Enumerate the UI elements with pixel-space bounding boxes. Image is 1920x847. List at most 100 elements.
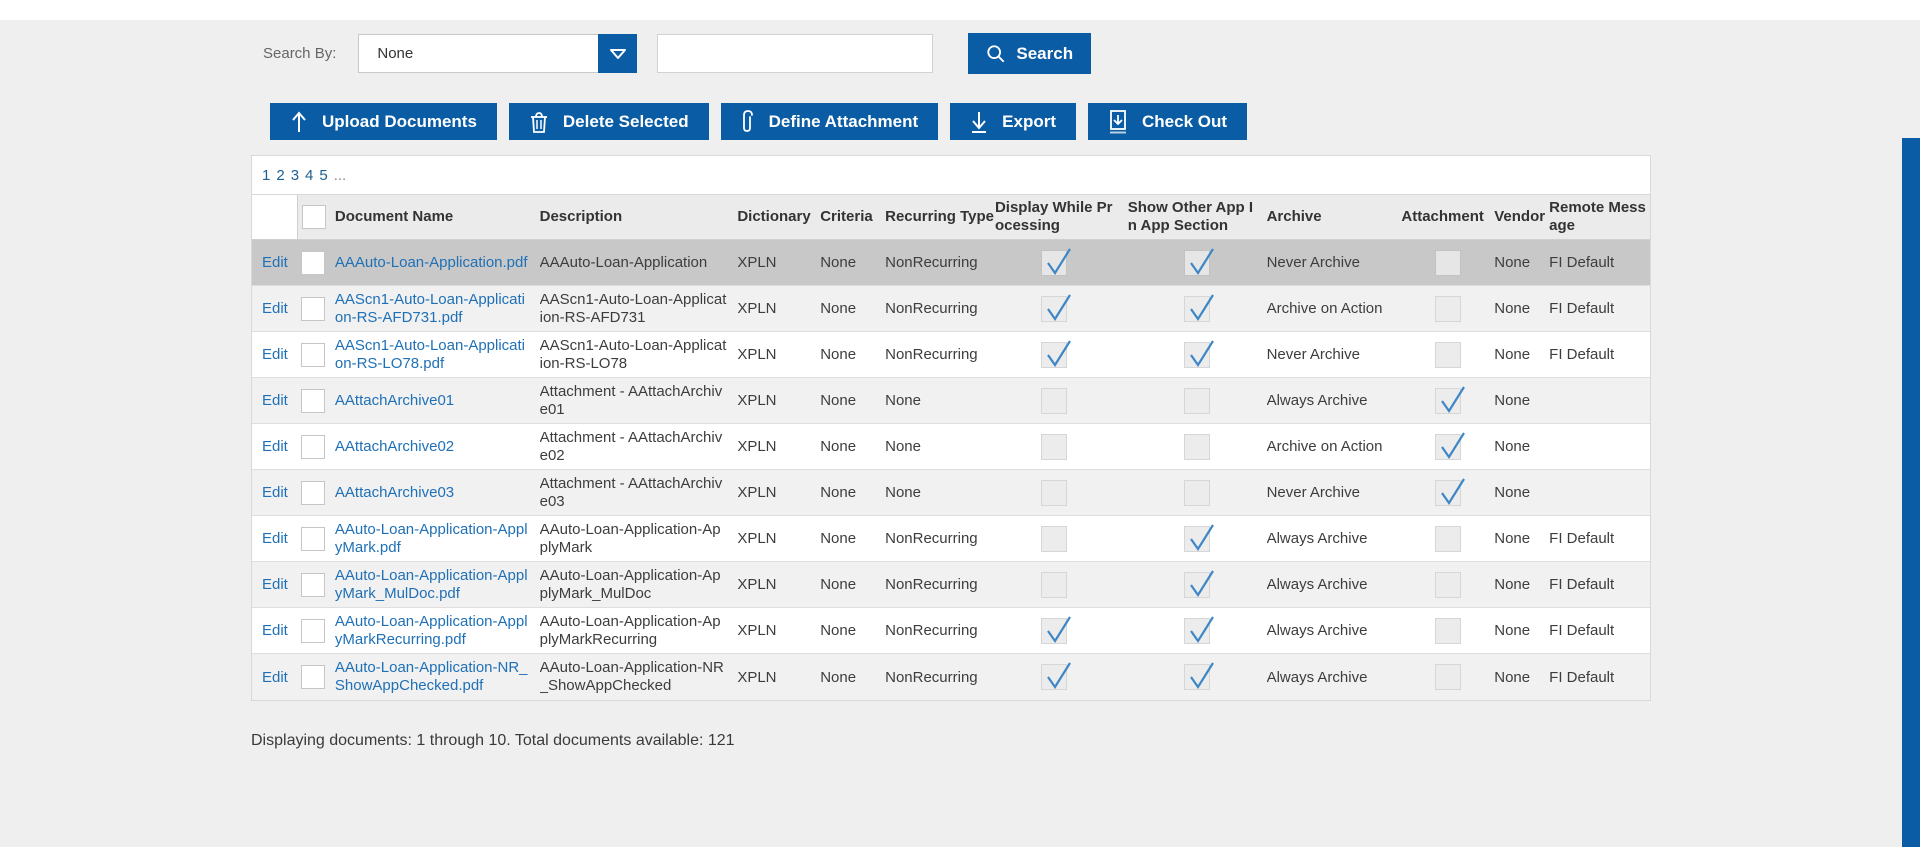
table-header-row: Document Name Description Dictionary Criter… [252,194,1650,240]
vendor-value: None [1494,530,1531,547]
edit-link[interactable]: Edit [262,622,288,639]
edit-link[interactable]: Edit [262,438,288,455]
show-other-app-checkbox [1184,339,1215,368]
document-name-link[interactable]: AAScn1-Auto-Loan-Application-RS-AFD731.p… [334,290,526,326]
archive-value: Archive on Action [1266,300,1383,317]
check-out-button[interactable]: Check Out [1088,103,1248,140]
edit-link[interactable]: Edit [262,576,288,593]
attachment-checkbox [1434,295,1461,322]
attachment-checkbox [1434,341,1461,368]
search-button[interactable]: Search [968,33,1092,74]
right-scrollbar[interactable] [1902,138,1920,847]
description-text: AAAuto-Loan-Application [539,253,708,271]
criteria-value: None [820,576,857,593]
display-while-processing-checkbox [1041,433,1068,460]
row-select-checkbox[interactable] [300,388,325,413]
attachment-checkbox [1434,431,1465,460]
results-summary: Displaying documents: 1 through 10. Tota… [251,732,735,749]
export-button[interactable]: Export [950,103,1076,140]
row-select-checkbox[interactable] [300,480,325,505]
row-select-checkbox[interactable] [300,296,325,321]
document-name-link[interactable]: AAuto-Loan-Application-ApplyMark.pdf [334,520,528,556]
row-select-checkbox[interactable] [300,618,325,643]
header-select-all [296,195,335,239]
document-name-link[interactable]: AAttachArchive03 [334,483,455,501]
page-ellipsis[interactable]: ... [333,167,347,184]
criteria-value: None [820,392,857,409]
delete-selected-button[interactable]: Delete Selected [508,103,709,140]
document-name-link[interactable]: AAuto-Loan-Application-ApplyMarkRecurrin… [334,612,528,648]
document-name-link[interactable]: AAttachArchive01 [334,391,455,409]
dictionary-value: XPLN [737,484,777,501]
dictionary-value: XPLN [737,346,777,363]
remote-message-value: FI Default [1549,346,1615,363]
show-other-app-checkbox [1184,247,1215,276]
document-name-link[interactable]: AAAuto-Loan-Application.pdf [334,253,528,271]
row-select-checkbox[interactable] [300,434,325,459]
edit-link[interactable]: Edit [262,668,288,686]
description-text: AAuto-Loan-Application-ApplyMark_MulDoc [539,566,721,602]
show-other-app-checkbox [1184,662,1215,690]
dictionary-value: XPLN [737,300,777,317]
header-description: Description [539,208,623,225]
edit-link[interactable]: Edit [262,484,288,501]
recurring-type-value: None [885,392,921,409]
search-bar: Search By: None Search [263,33,1092,74]
page-link-2[interactable]: 2 [276,167,285,184]
recurring-type-value: NonRecurring [885,576,978,593]
page-link-5[interactable]: 5 [319,167,328,184]
document-name-link[interactable]: AAuto-Loan-Application-ApplyMark_MulDoc.… [334,566,528,602]
search-by-label: Search By: [263,45,337,62]
document-name-link[interactable]: AAttachArchive02 [334,437,455,455]
select-all-checkbox[interactable] [301,205,326,229]
description-text: Attachment - AAttachArchive01 [539,382,723,418]
criteria-value: None [820,484,857,501]
document-name-link[interactable]: AAScn1-Auto-Loan-Application-RS-LO78.pdf [334,336,526,372]
remote-message-value: FI Default [1549,622,1615,639]
recurring-type-value: NonRecurring [885,622,978,639]
search-input[interactable] [657,34,934,73]
edit-link[interactable]: Edit [262,530,288,547]
upload-documents-button[interactable]: Upload Documents [270,103,497,140]
attachment-checkbox [1434,617,1461,644]
edit-link[interactable]: Edit [262,346,288,363]
paperclip-icon [741,109,755,134]
show-other-app-checkbox [1184,523,1215,552]
page-link-4[interactable]: 4 [305,167,314,184]
define-attachment-button[interactable]: Define Attachment [720,103,939,140]
display-while-processing-checkbox [1041,615,1072,644]
documents-table-card: 1 2 3 4 5... Document Name Description Diction… [251,155,1651,701]
page-link-1[interactable]: 1 [262,167,271,184]
table-row: Edit AAuto-Loan-Application-NR_ShowAppChe… [252,654,1650,700]
edit-link[interactable]: Edit [262,392,288,409]
header-display-while-processing: Display While Processing [994,199,1113,234]
search-by-dropdown[interactable]: None [358,34,638,73]
row-select-checkbox[interactable] [300,250,325,275]
search-by-selected-value: None [377,45,414,62]
row-select-checkbox[interactable] [300,572,325,597]
vendor-value: None [1494,300,1531,317]
header-remote-message: Remote Message [1549,199,1646,234]
archive-value: Never Archive [1266,346,1360,363]
dictionary-value: XPLN [737,392,777,409]
document-name-link[interactable]: AAuto-Loan-Application-NR_ShowAppChecked… [334,659,528,694]
row-select-checkbox[interactable] [300,526,325,551]
attachment-checkbox [1434,477,1465,506]
display-while-processing-checkbox [1041,662,1072,690]
criteria-value: None [820,300,857,317]
edit-link[interactable]: Edit [262,300,288,317]
description-text: AAScn1-Auto-Loan-Application-RS-LO78 [539,336,727,372]
header-dictionary: Dictionary [737,208,811,225]
description-text: AAScn1-Auto-Loan-Application-RS-AFD731 [539,290,727,326]
row-select-checkbox[interactable] [300,665,325,689]
edit-link[interactable]: Edit [262,254,288,271]
display-while-processing-checkbox [1041,479,1068,506]
show-other-app-checkbox [1184,293,1215,322]
header-recurring-type: Recurring Type [885,208,995,225]
chevron-down-icon[interactable] [598,34,638,73]
row-select-checkbox[interactable] [300,342,325,367]
page-link-3[interactable]: 3 [290,167,300,184]
vendor-value: None [1494,254,1531,271]
dictionary-value: XPLN [737,254,777,271]
vendor-value: None [1494,438,1531,455]
